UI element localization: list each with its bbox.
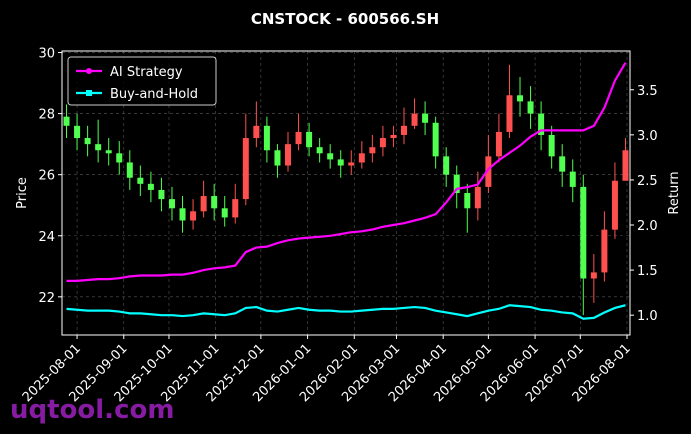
y2-tick-label: 3.0 bbox=[637, 129, 658, 144]
y2-tick-label: 1.0 bbox=[637, 309, 658, 324]
watermark: uqtool.com bbox=[10, 395, 174, 425]
legend-label: Buy-and-Hold bbox=[110, 87, 198, 102]
candle-body bbox=[95, 144, 102, 151]
candle-body bbox=[590, 272, 597, 279]
candle-body bbox=[263, 125, 270, 151]
candle-body bbox=[232, 199, 239, 218]
candle-body bbox=[105, 150, 112, 154]
candle-body bbox=[422, 113, 429, 123]
candle-body bbox=[432, 122, 439, 157]
candle-body bbox=[611, 180, 618, 230]
legend-marker bbox=[86, 68, 92, 74]
candle-body bbox=[295, 131, 302, 145]
candle-body bbox=[337, 159, 344, 166]
candle-body bbox=[443, 156, 450, 175]
plot-frame bbox=[61, 50, 631, 336]
candle-body bbox=[601, 229, 608, 273]
candle-body bbox=[548, 134, 555, 157]
y-tick-label: 28 bbox=[38, 108, 55, 123]
y-tick-label: 26 bbox=[38, 169, 55, 184]
candle-body bbox=[559, 156, 566, 172]
candle-body bbox=[200, 196, 207, 212]
candle-body bbox=[137, 177, 144, 184]
chart-title: CNSTOCK - 600566.SH bbox=[251, 10, 439, 28]
candle-body bbox=[464, 193, 471, 209]
candle-body bbox=[316, 147, 323, 154]
y2-tick-label: 2.0 bbox=[637, 219, 658, 234]
candle-body bbox=[538, 113, 545, 135]
candle-body bbox=[63, 116, 70, 126]
series-line bbox=[66, 304, 626, 320]
legend-box bbox=[67, 56, 217, 106]
candle-body bbox=[495, 131, 502, 157]
candle-body bbox=[580, 186, 587, 279]
candle-body bbox=[126, 162, 133, 178]
candle-body bbox=[284, 144, 291, 166]
candle-body bbox=[221, 208, 228, 218]
candle-body bbox=[211, 196, 218, 209]
y2-tick-label: 1.5 bbox=[637, 264, 658, 279]
y-tick-label: 22 bbox=[38, 291, 55, 306]
y-tick-label: 30 bbox=[38, 47, 55, 62]
candle-body bbox=[179, 208, 186, 221]
y-axis-label: Price bbox=[15, 177, 30, 209]
legend-marker bbox=[86, 90, 92, 96]
y2-tick-label: 2.5 bbox=[637, 174, 658, 189]
candle-body bbox=[327, 153, 334, 160]
candle-body bbox=[622, 150, 629, 181]
candle-body bbox=[527, 101, 534, 114]
candle-body bbox=[401, 125, 408, 135]
y-tick-label: 24 bbox=[38, 230, 55, 245]
candle-body bbox=[379, 138, 386, 148]
legend-label: AI Strategy bbox=[110, 65, 183, 80]
candle-body bbox=[390, 134, 397, 139]
candle-body bbox=[84, 138, 91, 145]
candle-body bbox=[158, 189, 165, 200]
candle-body bbox=[517, 95, 524, 102]
candle-body bbox=[369, 147, 376, 154]
candle-body bbox=[569, 171, 576, 187]
candle-body bbox=[74, 125, 81, 139]
y2-tick-label: 3.5 bbox=[637, 84, 658, 99]
candle-body bbox=[453, 174, 460, 193]
candle-body bbox=[411, 113, 418, 126]
candle-body bbox=[348, 162, 355, 166]
candle-body bbox=[306, 131, 313, 148]
candle-body bbox=[253, 125, 260, 139]
candle-body bbox=[474, 186, 481, 209]
candle-body bbox=[506, 95, 513, 132]
candle-body bbox=[358, 153, 365, 163]
candle-body bbox=[147, 183, 154, 190]
candle-body bbox=[116, 153, 123, 163]
y2-axis-label: Return bbox=[667, 171, 682, 214]
candle-body bbox=[485, 156, 492, 187]
candle-body bbox=[190, 211, 197, 221]
candle-body bbox=[274, 150, 281, 166]
series-line bbox=[66, 62, 627, 283]
candle-body bbox=[168, 199, 175, 209]
candle-body bbox=[242, 138, 249, 200]
